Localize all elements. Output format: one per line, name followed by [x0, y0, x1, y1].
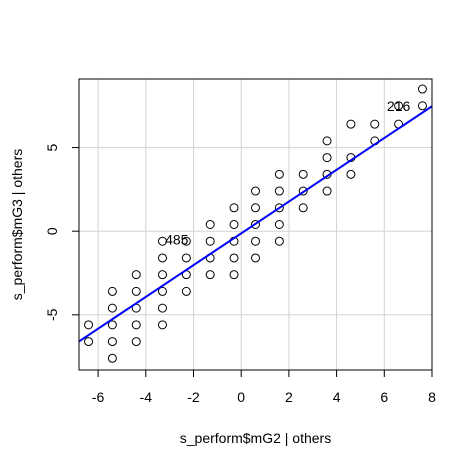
data-point: [229, 203, 239, 213]
data-point: [181, 253, 191, 263]
data-point: [229, 270, 239, 280]
x-tick-label: 8: [428, 389, 436, 405]
data-point: [274, 203, 284, 213]
data-point: [131, 320, 141, 330]
x-tick-label: 4: [333, 389, 341, 405]
data-point: [298, 186, 308, 196]
data-point: [181, 286, 191, 296]
data-point: [251, 220, 260, 229]
data-point: [84, 337, 94, 347]
data-point: [251, 186, 260, 196]
y-tick-label: 0: [44, 227, 60, 235]
data-point: [274, 169, 284, 179]
data-point: [107, 337, 117, 347]
data-point: [107, 353, 117, 363]
data-point: [157, 286, 167, 296]
x-tick-label: -4: [140, 389, 153, 405]
data-point: [274, 220, 284, 229]
data-point: [107, 303, 117, 313]
regression-line: [79, 105, 432, 343]
point-annotation: 485: [165, 232, 189, 248]
data-point: [107, 320, 117, 330]
data-point: [417, 101, 427, 111]
data-point: [251, 253, 260, 263]
data-point: [157, 270, 167, 280]
point-annotation: 216: [387, 98, 411, 114]
x-tick-label: -2: [187, 389, 200, 405]
data-point: [84, 320, 94, 330]
data-point: [298, 169, 308, 179]
data-point: [322, 153, 332, 163]
data-point: [205, 270, 215, 280]
x-tick-label: 0: [237, 389, 245, 405]
x-tick-label: 2: [285, 389, 293, 405]
data-point: [131, 270, 141, 280]
grid-lines: [79, 79, 432, 370]
point-annotations: 485 216: [165, 98, 410, 248]
data-point: [274, 236, 284, 246]
data-point: [181, 236, 191, 246]
data-point: [370, 119, 380, 129]
x-tick-label: 6: [380, 389, 388, 405]
data-point: [346, 119, 356, 129]
x-tick-label: -6: [92, 389, 105, 405]
data-point: [229, 220, 239, 229]
data-point: [157, 303, 167, 313]
data-point: [251, 236, 260, 246]
y-tick-label: 5: [44, 143, 60, 151]
data-point: [131, 286, 141, 296]
y-tick-label: -5: [44, 308, 60, 321]
data-point: [298, 203, 308, 213]
data-point: [157, 236, 167, 246]
data-point: [157, 320, 167, 330]
data-point: [274, 186, 284, 196]
axes: -6 -4 -2 0 2 4 6 8 -5 0 5: [44, 143, 436, 405]
x-axis-label: s_perform$mG2 | others: [180, 430, 331, 446]
data-point: [229, 253, 239, 263]
data-point: [205, 236, 215, 246]
y-axis-label: s_perform$mG3 | others: [9, 149, 25, 300]
data-point: [394, 101, 404, 111]
data-point: [346, 169, 356, 179]
data-point: [322, 136, 332, 146]
data-point: [107, 286, 117, 296]
data-point: [251, 203, 260, 213]
data-point: [131, 337, 141, 347]
data-point: [205, 220, 215, 229]
regression-line-group: [79, 105, 432, 343]
data-point: [322, 186, 332, 196]
data-point: [157, 253, 167, 263]
data-point: [417, 84, 427, 94]
